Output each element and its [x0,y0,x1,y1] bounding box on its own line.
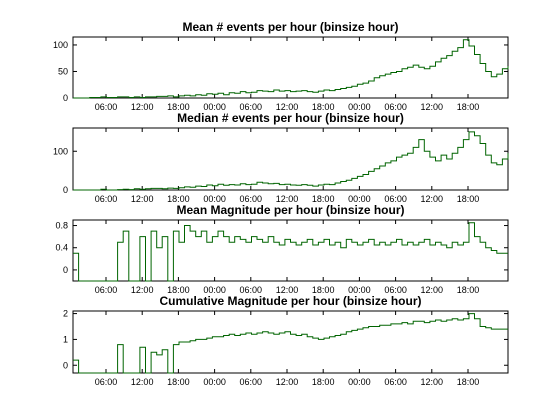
x-tick-label: 12:00 [131,377,154,387]
y-tick-label: 0 [63,93,68,103]
x-tick-label: 18:00 [312,194,335,204]
x-tick-label: 06:00 [240,194,263,204]
subplot-3: Mean Magnitude per hour (binsize hour)00… [55,203,509,295]
x-tick-label: 00:00 [348,194,371,204]
x-tick-label: 18:00 [457,285,480,295]
x-tick-label: 00:00 [203,194,226,204]
y-tick-label: 1 [63,334,68,344]
y-tick-label: 100 [53,146,68,156]
y-tick-label: 0 [63,360,68,370]
x-tick-label: 18:00 [457,194,480,204]
x-tick-label: 06:00 [95,377,118,387]
y-tick-label: 50 [58,66,68,76]
x-tick-label: 00:00 [348,377,371,387]
x-tick-label: 06:00 [240,102,263,112]
y-tick-label: 0.4 [55,243,68,253]
x-tick-label: 12:00 [421,102,444,112]
series-line-1 [73,222,508,282]
x-tick-label: 06:00 [95,194,118,204]
series-line-1 [73,131,509,191]
x-tick-label: 12:00 [276,377,299,387]
subplot-title: Median # events per hour (binsize hour) [177,111,404,125]
x-tick-label: 12:00 [421,377,444,387]
x-tick-label: 12:00 [276,194,299,204]
x-tick-label: 00:00 [203,102,226,112]
x-tick-label: 00:00 [348,102,371,112]
x-tick-label: 06:00 [384,194,407,204]
y-tick-label: 0 [63,185,68,195]
subplot-1: Mean # events per hour (binsize hour) 0 50… [53,20,509,112]
x-tick-label: 00:00 [203,377,226,387]
x-tick-label: 06:00 [384,102,407,112]
x-tick-label: 00:00 [348,285,371,295]
x-tick-label: 12:00 [421,285,444,295]
subplot-title: Mean # events per hour (binsize hour) [182,20,398,34]
subplot-stack: Mean # events per hour (binsize hour) 0 50… [53,20,509,387]
x-tick-label: 06:00 [240,377,263,387]
axes-frame [72,219,509,282]
subplot-title: Mean Magnitude per hour (binsize hour) [177,203,405,217]
x-tick-label: 12:00 [276,102,299,112]
x-tick-label: 18:00 [312,377,335,387]
x-tick-label: 06:00 [95,285,118,295]
series-line-1 [73,39,509,99]
x-tick-label: 18:00 [457,377,480,387]
x-tick-label: 12:00 [131,102,154,112]
x-tick-label: 18:00 [312,102,335,112]
x-tick-label: 06:00 [95,102,118,112]
x-tick-label: 06:00 [384,285,407,295]
subplot-4: Cumulative Magnitude per hour (binsize h… [63,294,509,387]
y-tick-label: 0.8 [55,221,68,231]
y-tick-label: 0 [63,265,68,275]
x-tick-label: 12:00 [421,194,444,204]
x-tick-label: 12:00 [131,194,154,204]
x-tick-label: 18:00 [167,194,190,204]
x-tick-label: 18:00 [167,377,190,387]
axes-frame [72,310,509,374]
y-tick-label: 100 [53,40,68,50]
subplot-2: Median # events per hour (binsize hour) 0… [53,111,509,204]
x-tick-label: 18:00 [167,285,190,295]
x-tick-label: 12:00 [276,285,299,295]
series-line-1 [73,313,508,374]
x-tick-label: 12:00 [131,285,154,295]
x-tick-label: 00:00 [203,285,226,295]
x-tick-label: 18:00 [167,102,190,112]
y-tick-label: 2 [63,309,68,319]
x-tick-label: 06:00 [240,285,263,295]
x-tick-label: 06:00 [384,377,407,387]
subplot-title: Cumulative Magnitude per hour (binsize h… [159,294,421,308]
x-tick-label: 18:00 [457,102,480,112]
x-tick-label: 18:00 [312,285,335,295]
